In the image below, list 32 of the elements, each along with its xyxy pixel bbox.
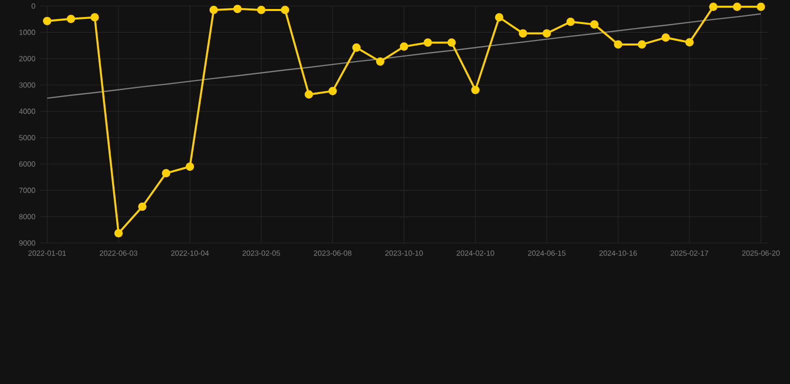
point: [518, 29, 528, 38]
point: [590, 20, 599, 29]
point: [685, 38, 694, 47]
point: [400, 42, 408, 51]
point: [42, 16, 52, 26]
point: [90, 13, 99, 22]
line-series: [46, 13, 762, 99]
point: [709, 2, 718, 11]
point: [352, 43, 361, 52]
point: [257, 6, 266, 14]
point: [66, 14, 76, 24]
point: [542, 29, 551, 38]
point: [376, 57, 384, 66]
point: [186, 162, 194, 171]
point: [209, 6, 218, 14]
point: [280, 6, 290, 14]
point: [638, 40, 646, 49]
point: [662, 33, 670, 42]
point: [328, 86, 337, 96]
point: [233, 4, 242, 14]
point: [447, 38, 456, 47]
point: [471, 86, 480, 94]
point: [424, 38, 432, 47]
point: [162, 169, 170, 178]
point: [138, 202, 146, 211]
point: [566, 18, 575, 26]
point: [304, 90, 314, 99]
point: [756, 2, 766, 11]
point: [614, 40, 622, 49]
point: [494, 13, 504, 22]
point: [114, 229, 123, 238]
point: [732, 2, 742, 11]
